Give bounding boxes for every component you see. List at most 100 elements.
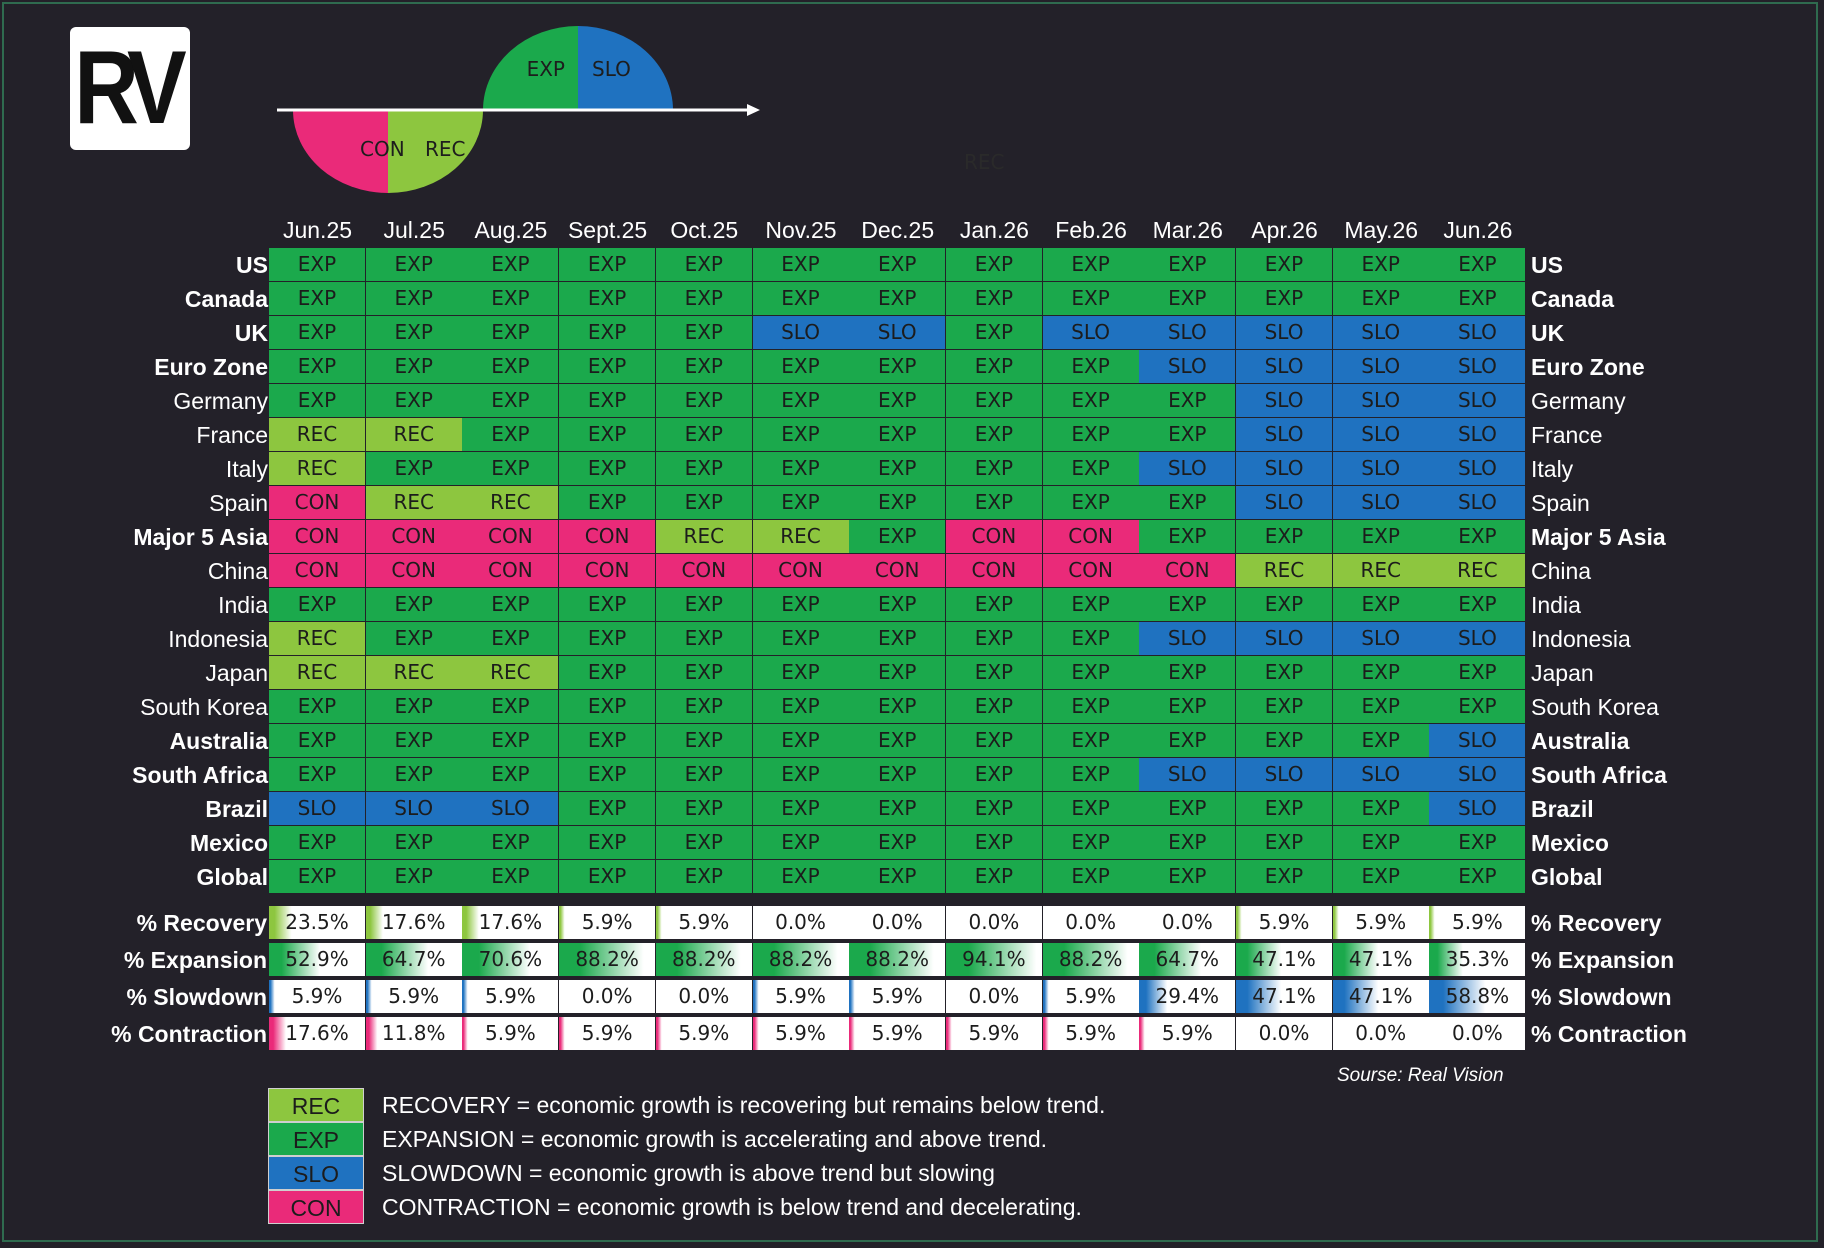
exp-phase-arc (483, 26, 578, 110)
heatmap-cell: EXP (849, 248, 946, 281)
summary-cell: 0.0% (945, 980, 1042, 1013)
heatmap-cell: EXP (849, 860, 946, 893)
row-label-left: Canada (184, 286, 268, 312)
summary-cell: 5.9% (655, 1017, 752, 1050)
cycle-label-slo: SLO (592, 57, 631, 81)
row-label-left: China (207, 558, 268, 584)
heatmap-cell: EXP (849, 384, 946, 417)
row-label-right: Euro Zone (1531, 354, 1645, 380)
heatmap-cell: EXP (1429, 826, 1526, 859)
heatmap-cell: CON (365, 554, 462, 587)
heatmap-cell: CON (462, 554, 559, 587)
heatmap-cell: EXP (849, 418, 946, 451)
summary-cell: 0.0% (1139, 906, 1236, 939)
summary-label-left: % Expansion (123, 947, 267, 973)
heatmap-cell: CON (559, 554, 656, 587)
column-header: Sept.25 (567, 217, 648, 243)
heatmap-cell: CON (849, 554, 946, 587)
heatmap-cell: SLO (1429, 724, 1526, 757)
heatmap-cell: EXP (1042, 486, 1139, 519)
heatmap-cell: EXP (559, 690, 656, 723)
heatmap-cell: EXP (559, 724, 656, 757)
heatmap-cell: EXP (752, 588, 849, 621)
heatmap-cell: EXP (945, 860, 1042, 893)
heatmap-cell: EXP (655, 792, 752, 825)
column-header: Nov.25 (765, 217, 837, 243)
heatmap-cell: EXP (849, 452, 946, 485)
heatmap-cell: EXP (1332, 860, 1429, 893)
heatmap-cell: EXP (752, 350, 849, 383)
row-label-right: Global (1531, 864, 1603, 890)
column-header: May.26 (1344, 217, 1419, 243)
heatmap-cell: EXP (462, 248, 559, 281)
column-header: Jul.25 (383, 217, 445, 243)
heatmap-cell: SLO (1332, 384, 1429, 417)
summary-cell: 88.2% (752, 943, 849, 976)
heatmap-cell: EXP (655, 452, 752, 485)
summary-cell: 0.0% (655, 980, 752, 1013)
heatmap-cell: EXP (559, 826, 656, 859)
legend-swatch: CON (268, 1190, 364, 1224)
summary-cell: 5.9% (462, 1017, 559, 1050)
row-label-left: Germany (173, 388, 268, 414)
heatmap-cell: EXP (752, 758, 849, 791)
cycle-label-con: CON (360, 137, 405, 161)
row-label-left: Spain (209, 490, 268, 516)
heatmap-cell: EXP (1042, 452, 1139, 485)
heatmap-cell: REC (462, 656, 559, 689)
summary-cell: 5.9% (849, 1017, 946, 1050)
heatmap-cell: EXP (1139, 792, 1236, 825)
heatmap-cell: EXP (752, 418, 849, 451)
heatmap-cell: EXP (559, 758, 656, 791)
summary-cell: 0.0% (559, 980, 656, 1013)
row-label-left: France (196, 422, 268, 448)
heatmap-cell: EXP (945, 690, 1042, 723)
heatmap-cell: EXP (1236, 248, 1332, 281)
summary-cell: 5.9% (752, 980, 849, 1013)
summary-cell: 5.9% (1332, 906, 1429, 939)
heatmap-cell: CON (269, 520, 365, 553)
summary-cell: 5.9% (462, 980, 559, 1013)
heatmap-cell: EXP (849, 282, 946, 315)
heatmap-cell: EXP (945, 418, 1042, 451)
heatmap-cell: EXP (1139, 860, 1236, 893)
heatmap-cell: SLO (1236, 758, 1332, 791)
heatmap-cell: EXP (1139, 588, 1236, 621)
rv-logo: RV (70, 27, 190, 150)
heatmap-cell: EXP (655, 418, 752, 451)
heatmap-cell: EXP (752, 622, 849, 655)
heatmap-cell: EXP (1139, 656, 1236, 689)
heatmap-cell: EXP (1332, 690, 1429, 723)
summary-cell: 23.5% (269, 906, 365, 939)
legend-description: EXPANSION = economic growth is accelerat… (382, 1126, 1048, 1152)
column-header: Apr.26 (1251, 217, 1318, 243)
heatmap-cell: EXP (559, 384, 656, 417)
heatmap-cell: EXP (1042, 418, 1139, 451)
heatmap-cell: EXP (1236, 282, 1332, 315)
heatmap-cell: EXP (1429, 690, 1526, 723)
heatmap-cell: CON (269, 554, 365, 587)
heatmap-cell: CON (655, 554, 752, 587)
heatmap-cell: EXP (752, 792, 849, 825)
heatmap-cell: EXP (365, 860, 462, 893)
summary-cell: 5.9% (849, 980, 946, 1013)
summary-label-right: % Contraction (1531, 1021, 1687, 1047)
heatmap-cell: EXP (655, 248, 752, 281)
summary-label-right: % Recovery (1531, 910, 1662, 936)
heatmap-cell: EXP (1236, 724, 1332, 757)
heatmap-cell: EXP (945, 656, 1042, 689)
heatmap-cell: SLO (1429, 316, 1526, 349)
heatmap-cell: EXP (1042, 758, 1139, 791)
summary-cell: 88.2% (559, 943, 656, 976)
heatmap-cell: EXP (849, 588, 946, 621)
summary-cell: 5.9% (1236, 906, 1332, 939)
heatmap-cell: EXP (1332, 724, 1429, 757)
summary-cell: 35.3% (1429, 943, 1526, 976)
heatmap-cell: CON (752, 554, 849, 587)
heatmap-cell: EXP (1139, 826, 1236, 859)
heatmap-cell: EXP (559, 350, 656, 383)
summary-label-left: % Slowdown (126, 984, 267, 1010)
row-label-right: South Korea (1531, 694, 1659, 720)
summary-label-right: % Slowdown (1531, 984, 1672, 1010)
heatmap-cell: EXP (752, 690, 849, 723)
